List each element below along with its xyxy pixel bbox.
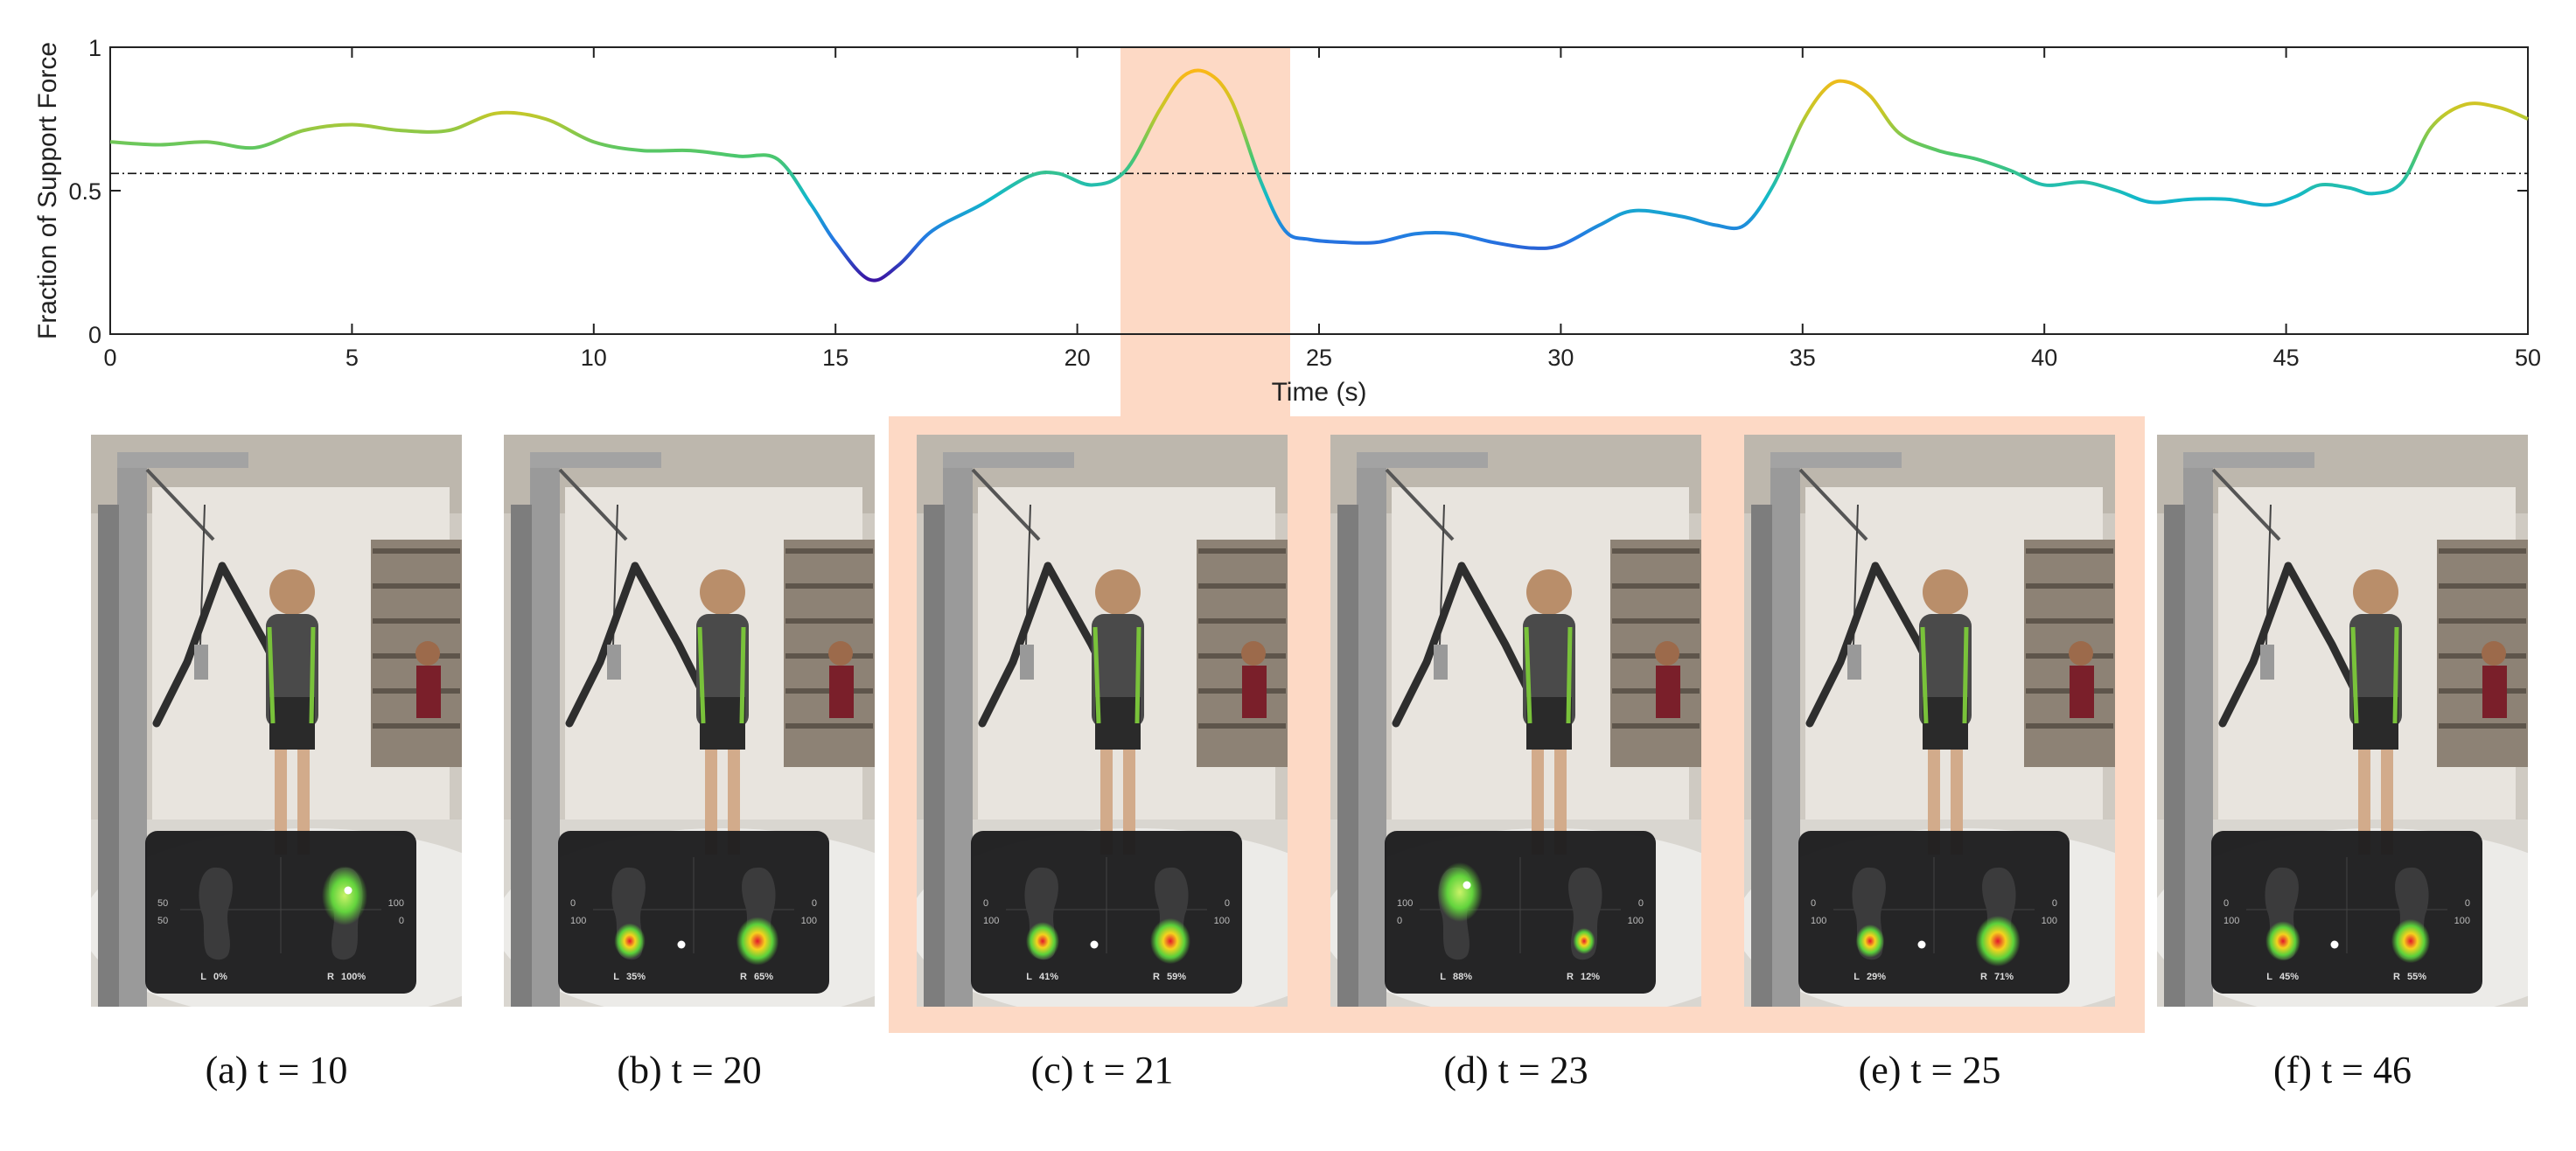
- scale-left-bottom: 100: [1811, 916, 1826, 926]
- photo-panel: 100 0 0 100 L 88% R 12%: [1330, 435, 1701, 1007]
- support-force-line: [109, 68, 2529, 283]
- scale-right-bottom: 100: [2454, 916, 2470, 926]
- left-foot-percent: 88%: [1453, 972, 1472, 982]
- x-tick-label: 20: [1065, 345, 1091, 371]
- panel-caption: (c) t = 21: [1030, 1049, 1174, 1092]
- left-foot-label: L: [200, 972, 206, 982]
- right-foot-label: R: [1980, 972, 1987, 982]
- left-foot-label: L: [613, 972, 619, 982]
- highlight-time-window: [1120, 47, 1290, 418]
- x-tick-label: 45: [2273, 345, 2300, 371]
- left-foot-label: L: [1853, 972, 1860, 982]
- scale-right-bottom: 0: [399, 916, 404, 926]
- right-foot-label: R: [2393, 972, 2400, 982]
- scale-left-top: 50: [157, 898, 168, 909]
- scale-left-top: 0: [983, 898, 988, 909]
- left-foot-percent: 35%: [626, 972, 646, 982]
- panel-caption: (b) t = 20: [617, 1049, 762, 1092]
- chart-axes: [109, 46, 2529, 335]
- scale-right-bottom: 100: [2042, 916, 2057, 926]
- panel-caption: (e) t = 25: [1858, 1049, 2001, 1092]
- x-tick-label: 15: [822, 345, 848, 371]
- scale-right-bottom: 100: [1214, 916, 1230, 926]
- scale-right-top: 0: [812, 898, 817, 909]
- plot-frame: [109, 46, 2529, 335]
- scale-left-top: 100: [1397, 898, 1413, 909]
- right-foot-label: R: [1153, 972, 1160, 982]
- right-foot-label: R: [327, 972, 334, 982]
- pressure-map-overlay: 0 100 0 100 L 35% R 65%: [558, 831, 829, 994]
- photo-panel: 0 100 0 100 L 35% R 65%: [504, 435, 875, 1007]
- x-tick-label: 5: [346, 345, 359, 371]
- right-foot-percent: 100%: [341, 972, 366, 982]
- x-tick-label: 30: [1547, 345, 1574, 371]
- scale-left-top: 0: [1811, 898, 1816, 909]
- left-foot-percent: 29%: [1867, 972, 1886, 982]
- x-tick-label: 40: [2031, 345, 2057, 371]
- scale-right-top: 0: [1638, 898, 1644, 909]
- scale-left-bottom: 100: [570, 916, 586, 926]
- left-foot-label: L: [1026, 972, 1032, 982]
- panel-caption: (d) t = 23: [1443, 1049, 1588, 1092]
- y-tick-label: 0.5: [68, 178, 101, 205]
- scale-right-bottom: 100: [801, 916, 817, 926]
- scale-left-top: 0: [2223, 898, 2229, 909]
- left-foot-percent: 45%: [2279, 972, 2299, 982]
- left-foot-label: L: [1440, 972, 1446, 982]
- left-foot-percent: 0%: [213, 972, 227, 982]
- panel-caption: (a) t = 10: [205, 1049, 348, 1092]
- x-tick-label: 35: [1790, 345, 1816, 371]
- y-tick-label: 1: [88, 35, 101, 61]
- y-axis-label: Fraction of Support Force: [33, 42, 62, 339]
- x-tick-label: 10: [581, 345, 607, 371]
- photo-panel: 0 100 0 100 L 45% R 55%: [2157, 435, 2528, 1007]
- panel-caption: (f) t = 46: [2273, 1049, 2412, 1092]
- scale-right-top: 100: [388, 898, 404, 909]
- photo-panel: 0 100 0 100 L 41% R 59%: [917, 435, 1288, 1007]
- scale-left-bottom: 100: [983, 916, 999, 926]
- pressure-map-overlay: 0 100 0 100 L 29% R 71%: [1798, 831, 2070, 994]
- scale-left-bottom: 100: [2223, 916, 2239, 926]
- right-foot-percent: 71%: [1994, 972, 2014, 982]
- right-foot-percent: 55%: [2407, 972, 2426, 982]
- right-foot-percent: 12%: [1581, 972, 1600, 982]
- y-tick-label: 0: [88, 322, 101, 348]
- x-tick-label: 0: [103, 345, 116, 371]
- right-foot-label: R: [1567, 972, 1574, 982]
- pressure-map-overlay: 0 100 0 100 L 45% R 55%: [2211, 831, 2482, 994]
- left-foot-label: L: [2266, 972, 2272, 982]
- scale-left-bottom: 50: [157, 916, 168, 926]
- scale-left-bottom: 0: [1397, 916, 1402, 926]
- right-foot-percent: 65%: [754, 972, 773, 982]
- right-foot-percent: 59%: [1167, 972, 1186, 982]
- pressure-map-overlay: 0 100 0 100 L 41% R 59%: [971, 831, 1242, 994]
- photo-panel: 0 100 0 100 L 29% R 71%: [1744, 435, 2115, 1007]
- left-foot-percent: 41%: [1039, 972, 1058, 982]
- x-tick-label: 25: [1306, 345, 1332, 371]
- scale-left-top: 0: [570, 898, 576, 909]
- scale-right-top: 0: [1225, 898, 1230, 909]
- support-force-chart: 0 5 10 15 20 25 30 35 40 45 50 0 0.5 1 Time (s) Fract…: [33, 35, 2541, 407]
- x-axis-label: Time (s): [1272, 378, 1367, 407]
- photo-panel: 50 50 100 0 L 0% R 100%: [91, 435, 462, 1007]
- chart-ticks: 0 5 10 15 20 25 30 35 40 45 50 0 0.5 1: [68, 35, 2541, 371]
- pressure-map-overlay: 100 0 0 100 L 88% R 12%: [1385, 831, 1656, 994]
- right-foot-label: R: [740, 972, 747, 982]
- scale-right-top: 0: [2052, 898, 2057, 909]
- x-tick-label: 50: [2515, 345, 2541, 371]
- scale-right-top: 0: [2465, 898, 2470, 909]
- scale-right-bottom: 100: [1628, 916, 1644, 926]
- pressure-map-overlay: 50 50 100 0 L 0% R 100%: [145, 831, 416, 994]
